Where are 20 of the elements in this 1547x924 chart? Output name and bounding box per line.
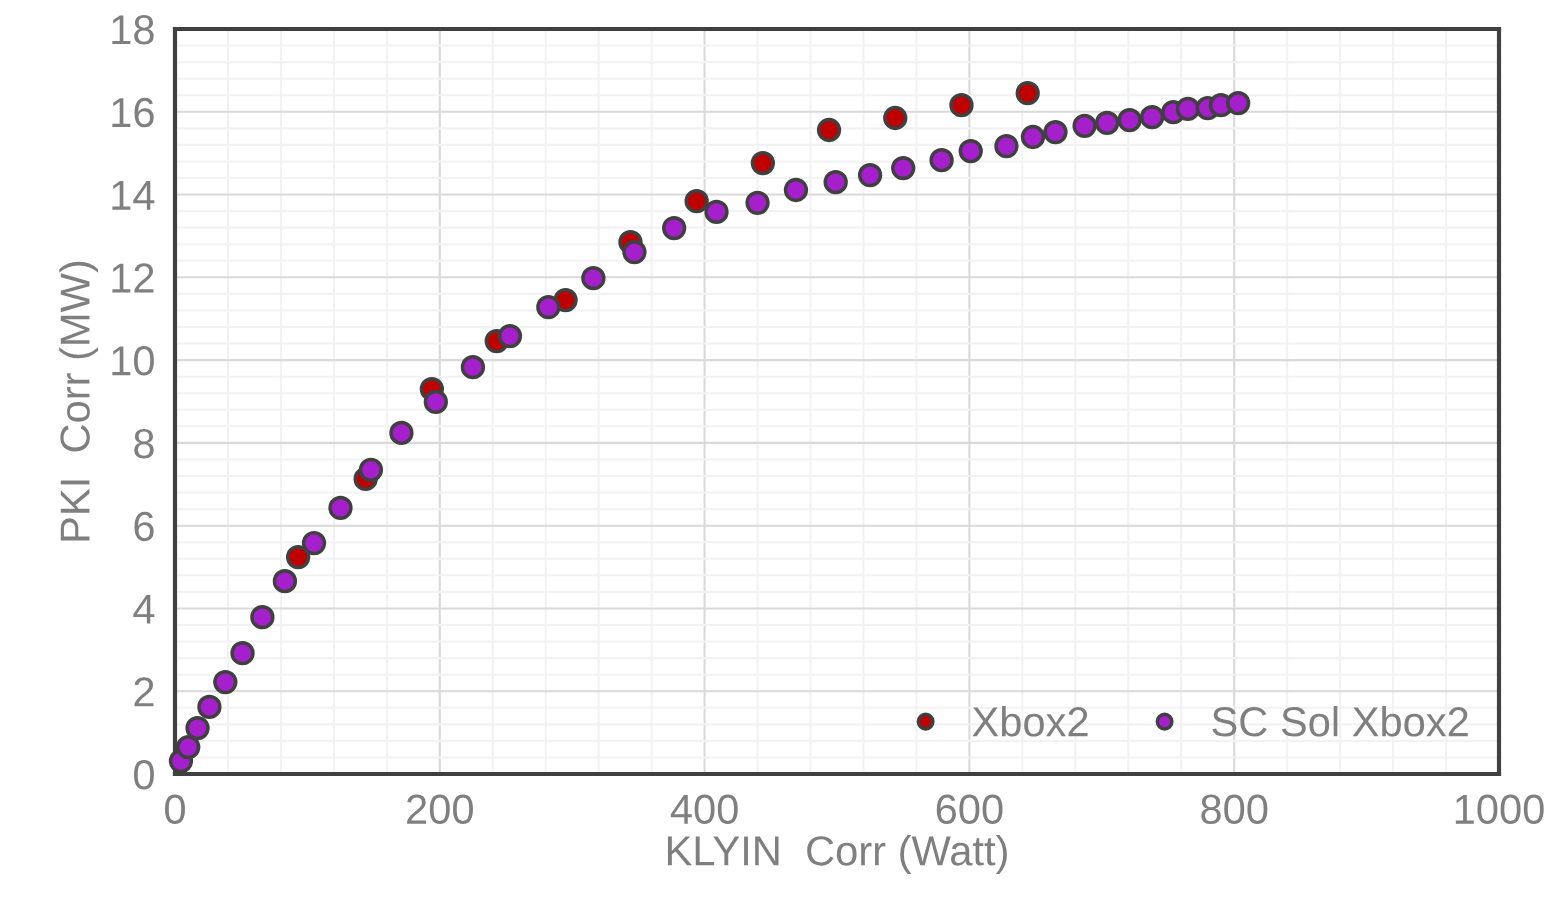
legend-label: SC Sol Xbox2 xyxy=(1212,705,1468,737)
y-tick-label: 18 xyxy=(112,15,154,45)
x-tick-label: 800 xyxy=(1201,794,1268,825)
y-tick-label: 0 xyxy=(134,760,154,790)
x-tick-label: 600 xyxy=(936,794,1003,825)
x-tick-label: 0 xyxy=(165,794,185,825)
x-tick-label: 400 xyxy=(670,794,738,825)
legend-label: Xbox2 xyxy=(972,705,1088,737)
y-tick-label: 8 xyxy=(134,428,154,459)
y-tick-label: 12 xyxy=(112,263,154,293)
y-tick-label: 4 xyxy=(133,594,155,624)
y-tick-label: 14 xyxy=(112,180,155,210)
y-tick-label: 6 xyxy=(134,511,154,542)
y-tick-label: 2 xyxy=(134,677,154,707)
x-tick-label: 1000 xyxy=(1455,794,1544,825)
y-axis-title: PKI Corr (MW) xyxy=(59,261,99,541)
x-tick-label: 200 xyxy=(407,794,473,825)
x-axis-title: KLYIN Corr (Watt) xyxy=(667,835,1007,874)
y-tick-label: 16 xyxy=(112,97,154,128)
y-tick-label: 10 xyxy=(112,346,154,376)
